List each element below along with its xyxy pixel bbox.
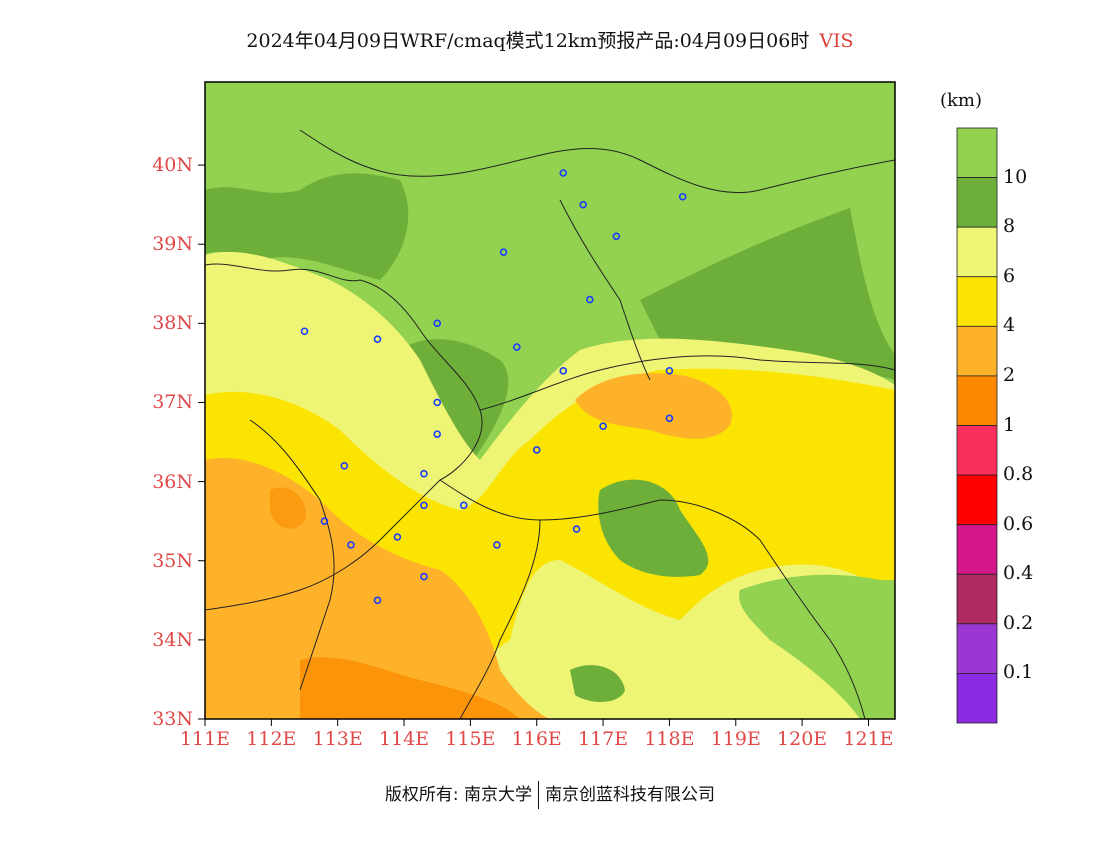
lon-label: 116E xyxy=(511,728,562,750)
city-marker xyxy=(586,295,594,304)
colorbar-label: 0.2 xyxy=(1003,611,1034,634)
colorbar-label: 10 xyxy=(1003,165,1028,188)
city-marker xyxy=(559,367,568,375)
colorbar-swatch xyxy=(956,127,998,178)
colorbar-label: 2 xyxy=(1003,363,1016,386)
city-marker xyxy=(393,533,402,541)
map-frame xyxy=(204,81,896,720)
vis-region-8-south xyxy=(570,665,625,702)
vis-region-8-north xyxy=(205,173,409,280)
city-marker xyxy=(373,335,382,343)
city-marker xyxy=(579,200,587,209)
lon-label: 114E xyxy=(378,728,430,750)
colorbar-swatch xyxy=(956,276,998,327)
city-marker xyxy=(340,461,349,470)
colorbar-swatch xyxy=(956,573,998,625)
city-marker xyxy=(300,327,309,336)
axis-ticks xyxy=(198,164,869,726)
city-marker xyxy=(320,517,329,525)
city-marker xyxy=(433,319,442,328)
vis-region-1-patch-2 xyxy=(270,487,306,529)
city-marker xyxy=(599,422,607,431)
colorbar-swatch xyxy=(956,177,998,228)
vis-region-8-northeast xyxy=(640,208,895,380)
lat-label: 33N xyxy=(152,708,193,730)
title-text: 2024年04月09日WRF/cmaq模式12km预报产品:04月09日06时 xyxy=(246,30,810,52)
city-marker xyxy=(459,501,468,510)
copyright-right: 南京创蓝科技有限公司 xyxy=(545,785,716,805)
lon-label: 117E xyxy=(577,728,629,750)
lat-label: 40N xyxy=(152,154,193,177)
city-marker xyxy=(420,572,428,581)
city-marker xyxy=(572,525,581,533)
colorbar-unit: (km) xyxy=(940,90,983,111)
map-title: 2024年04月09日WRF/cmaq模式12km预报产品:04月09日06时 V… xyxy=(0,26,1100,53)
map-field xyxy=(205,82,895,719)
colorbar-swatch xyxy=(956,375,998,426)
colorbar-swatch xyxy=(956,524,998,575)
lat-label: 35N xyxy=(152,549,193,572)
vis-region-8-southeast xyxy=(598,479,709,577)
lon-label: 111E xyxy=(179,728,231,750)
vis-region-1-patch xyxy=(300,657,520,719)
colorbar-swatch xyxy=(956,623,998,674)
colorbar xyxy=(956,127,998,724)
colorbar-label: 1 xyxy=(1003,413,1016,436)
colorbar-swatch xyxy=(956,673,998,724)
city-marker xyxy=(665,414,674,423)
vis-region-2-east xyxy=(575,373,732,439)
city-marker xyxy=(420,469,428,478)
city-marker xyxy=(433,430,442,438)
colorbar-label: 0.8 xyxy=(1003,463,1034,486)
city-marker xyxy=(373,596,382,605)
colorbar-swatch xyxy=(956,226,998,278)
colorbar-label: 8 xyxy=(1003,215,1016,238)
city-marker xyxy=(532,446,541,454)
colorbar-label: 0.4 xyxy=(1003,562,1034,585)
colorbar-label: 6 xyxy=(1003,264,1016,287)
lon-label: 112E xyxy=(246,728,297,750)
colorbar-swatch xyxy=(956,474,998,526)
lon-label: 118E xyxy=(644,728,695,750)
copyright-separator xyxy=(538,781,540,809)
vis-region-10-coast xyxy=(739,574,895,719)
city-marker xyxy=(347,541,355,549)
lon-label: 113E xyxy=(312,728,363,750)
colorbar-swatch xyxy=(956,325,998,377)
city-marker xyxy=(420,501,428,510)
colorbar-swatch xyxy=(956,425,998,476)
city-marker xyxy=(499,248,508,256)
city-marker xyxy=(493,541,501,549)
lon-label: 120E xyxy=(777,728,828,750)
lat-label: 34N xyxy=(152,628,193,651)
lon-label: 121E xyxy=(843,728,894,750)
city-marker xyxy=(612,232,621,241)
lon-label: 119E xyxy=(710,728,761,750)
city-marker xyxy=(665,367,674,375)
city-marker xyxy=(559,169,568,177)
boundaries xyxy=(205,129,895,719)
lat-label: 38N xyxy=(152,312,193,335)
city-markers xyxy=(300,169,687,605)
variable-name: VIS xyxy=(819,30,854,52)
lat-label: 37N xyxy=(152,391,193,414)
copyright-left: 版权所有: 南京大学 xyxy=(384,785,533,805)
colorbar-label: 0.6 xyxy=(1003,512,1034,535)
city-marker xyxy=(433,398,442,407)
colorbar-label: 0.1 xyxy=(1003,661,1034,684)
colorbar-label: 4 xyxy=(1003,314,1016,337)
city-marker xyxy=(513,343,521,351)
lon-label: 115E xyxy=(445,728,496,750)
copyright: 版权所有: 南京大学 南京创蓝科技有限公司 xyxy=(0,780,1100,809)
lat-label: 36N xyxy=(152,470,193,493)
lat-label: 39N xyxy=(152,233,193,256)
city-marker xyxy=(678,192,687,201)
